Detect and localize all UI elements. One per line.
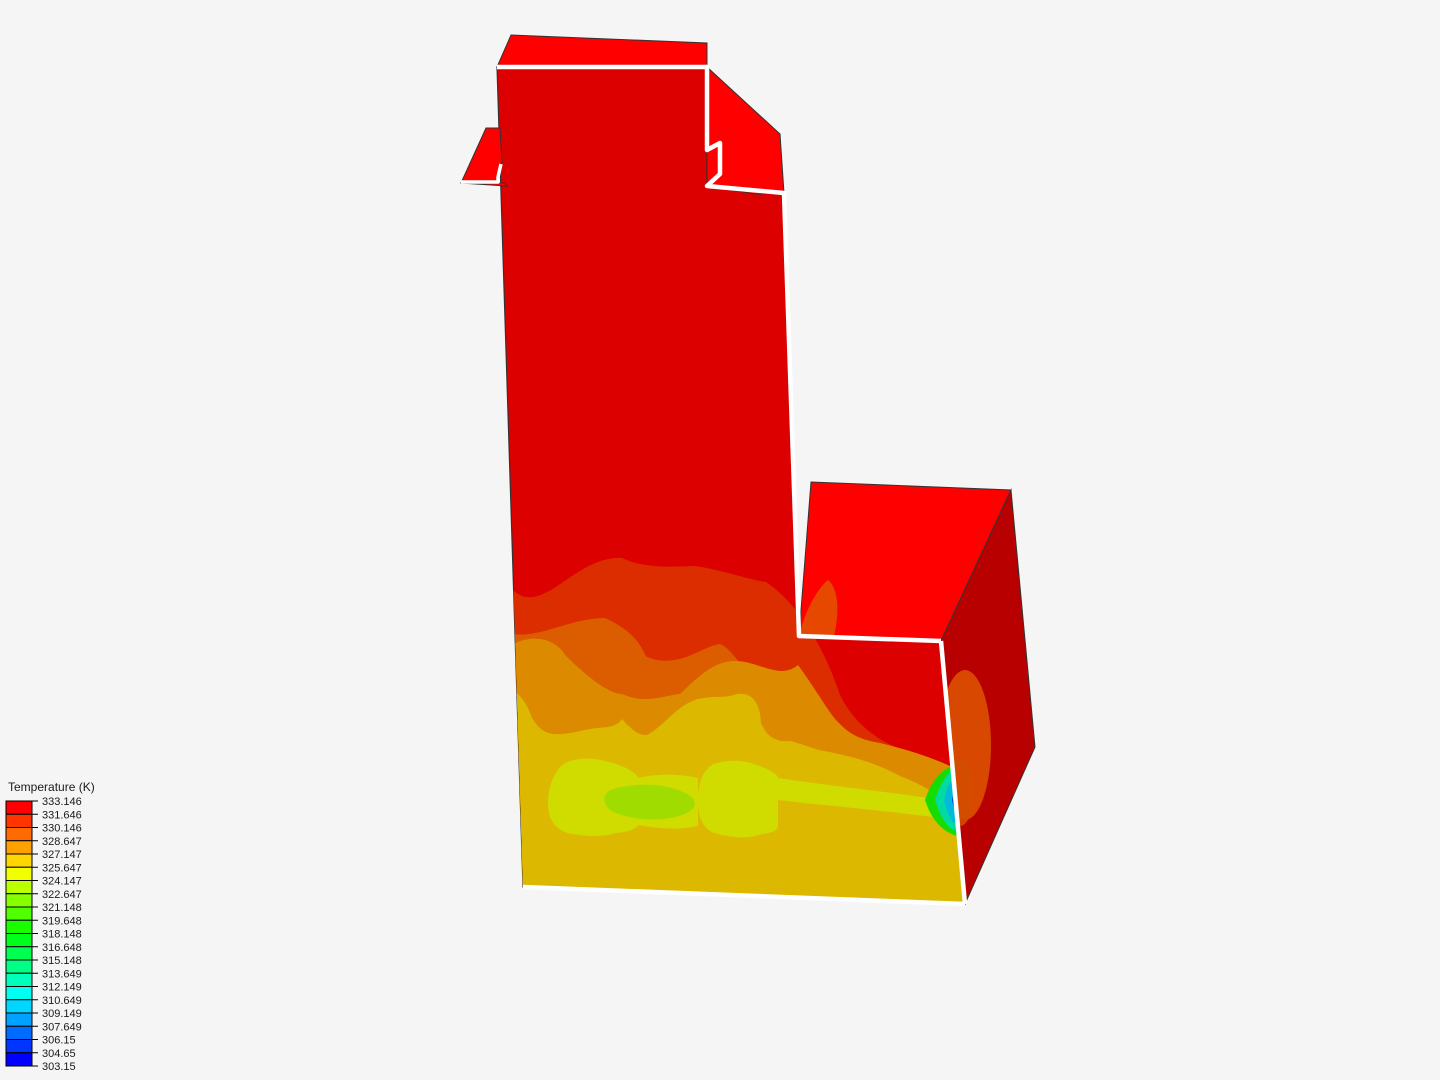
svg-text:322.647: 322.647 (42, 889, 82, 901)
svg-text:330.146: 330.146 (42, 823, 82, 835)
svg-text:Temperature (K): Temperature (K) (8, 780, 95, 794)
svg-text:312.149: 312.149 (42, 982, 82, 994)
svg-text:328.647: 328.647 (42, 836, 82, 848)
svg-text:316.648: 316.648 (42, 942, 82, 954)
svg-text:321.148: 321.148 (42, 902, 82, 914)
svg-text:306.15: 306.15 (42, 1035, 76, 1047)
svg-text:304.65: 304.65 (42, 1048, 76, 1060)
svg-text:324.147: 324.147 (42, 876, 82, 888)
svg-text:333.146: 333.146 (42, 796, 82, 808)
svg-text:318.148: 318.148 (42, 929, 82, 941)
svg-text:310.649: 310.649 (42, 995, 82, 1007)
svg-text:315.148: 315.148 (42, 955, 82, 967)
svg-text:309.149: 309.149 (42, 1008, 82, 1020)
svg-text:303.15: 303.15 (42, 1061, 76, 1073)
svg-text:307.649: 307.649 (42, 1021, 82, 1033)
svg-text:327.147: 327.147 (42, 849, 82, 861)
svg-text:319.648: 319.648 (42, 915, 82, 927)
svg-text:331.646: 331.646 (42, 809, 82, 821)
svg-text:325.647: 325.647 (42, 862, 82, 874)
svg-text:313.649: 313.649 (42, 968, 82, 980)
